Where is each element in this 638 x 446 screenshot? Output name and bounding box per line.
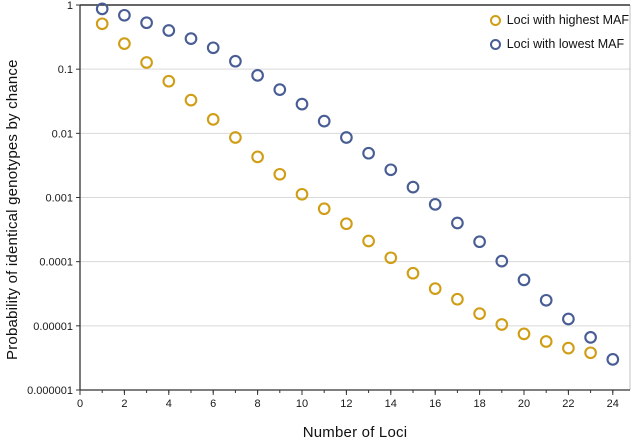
svg-text:0.01: 0.01 bbox=[52, 128, 73, 140]
data-point bbox=[384, 163, 398, 177]
svg-text:10: 10 bbox=[296, 398, 308, 410]
data-point bbox=[428, 282, 442, 295]
legend-label-highest-maf: Loci with highest MAF bbox=[506, 13, 629, 27]
data-point bbox=[584, 331, 597, 344]
svg-text:4: 4 bbox=[166, 398, 172, 410]
data-point bbox=[517, 327, 531, 341]
data-point bbox=[406, 180, 420, 194]
data-point bbox=[317, 114, 331, 128]
legend: Loci with highest MAF Loci with lowest M… bbox=[489, 13, 629, 51]
svg-text:0.001: 0.001 bbox=[45, 193, 73, 205]
data-point bbox=[95, 17, 109, 31]
data-point bbox=[584, 346, 597, 360]
data-point bbox=[206, 41, 220, 55]
data-point bbox=[340, 217, 353, 231]
data-point bbox=[162, 74, 176, 88]
data-point bbox=[229, 131, 242, 144]
data-point bbox=[451, 216, 464, 230]
data-point bbox=[473, 307, 486, 320]
legend-item-highest-maf: Loci with highest MAF bbox=[489, 13, 629, 27]
data-point bbox=[562, 341, 575, 355]
data-point bbox=[95, 2, 109, 16]
svg-text:0.00001: 0.00001 bbox=[33, 321, 73, 333]
data-point bbox=[539, 293, 553, 307]
data-point bbox=[118, 8, 131, 22]
data-point bbox=[340, 131, 353, 144]
data-point bbox=[206, 113, 220, 126]
data-point bbox=[251, 69, 264, 82]
svg-text:24: 24 bbox=[607, 398, 619, 410]
lowest-maf-marker-icon bbox=[489, 38, 501, 50]
data-point bbox=[162, 24, 176, 37]
svg-text:0.0001: 0.0001 bbox=[39, 257, 73, 269]
data-point bbox=[539, 335, 553, 348]
data-point bbox=[140, 16, 153, 30]
svg-text:12: 12 bbox=[340, 398, 352, 410]
svg-text:14: 14 bbox=[385, 398, 397, 410]
y-axis-title: Probability of identical genotypes by ch… bbox=[4, 59, 21, 361]
data-point bbox=[118, 37, 131, 50]
data-point bbox=[184, 93, 198, 107]
legend-item-lowest-maf: Loci with lowest MAF bbox=[489, 37, 629, 51]
svg-text:16: 16 bbox=[429, 398, 441, 410]
svg-text:0.000001: 0.000001 bbox=[27, 385, 73, 397]
data-point bbox=[251, 150, 264, 164]
svg-text:20: 20 bbox=[518, 398, 530, 410]
data-point bbox=[406, 266, 420, 280]
data-point bbox=[517, 273, 531, 287]
svg-text:0.1: 0.1 bbox=[58, 64, 73, 76]
svg-text:22: 22 bbox=[562, 398, 574, 410]
data-point bbox=[273, 83, 287, 96]
data-point bbox=[428, 198, 442, 211]
data-point bbox=[229, 54, 242, 68]
data-point bbox=[140, 56, 153, 69]
data-point bbox=[362, 234, 375, 248]
svg-text:8: 8 bbox=[255, 398, 261, 410]
data-point bbox=[362, 146, 375, 160]
data-point bbox=[606, 353, 620, 366]
svg-text:18: 18 bbox=[473, 398, 485, 410]
data-point bbox=[317, 202, 331, 216]
legend-label-lowest-maf: Loci with lowest MAF bbox=[506, 37, 625, 51]
data-point bbox=[384, 251, 398, 265]
x-axis-title: Number of Loci bbox=[302, 424, 408, 441]
svg-text:2: 2 bbox=[121, 398, 127, 410]
data-point bbox=[495, 318, 509, 331]
data-point bbox=[273, 167, 287, 181]
data-point bbox=[295, 187, 309, 201]
svg-text:6: 6 bbox=[210, 398, 216, 410]
data-point bbox=[295, 97, 309, 111]
data-point bbox=[451, 292, 464, 306]
svg-text:0: 0 bbox=[77, 398, 83, 410]
data-point bbox=[495, 254, 509, 268]
data-point bbox=[562, 312, 575, 326]
highest-maf-marker-icon bbox=[489, 14, 501, 26]
data-point bbox=[184, 32, 198, 45]
svg-text:1: 1 bbox=[67, 0, 73, 12]
data-point bbox=[473, 235, 486, 249]
